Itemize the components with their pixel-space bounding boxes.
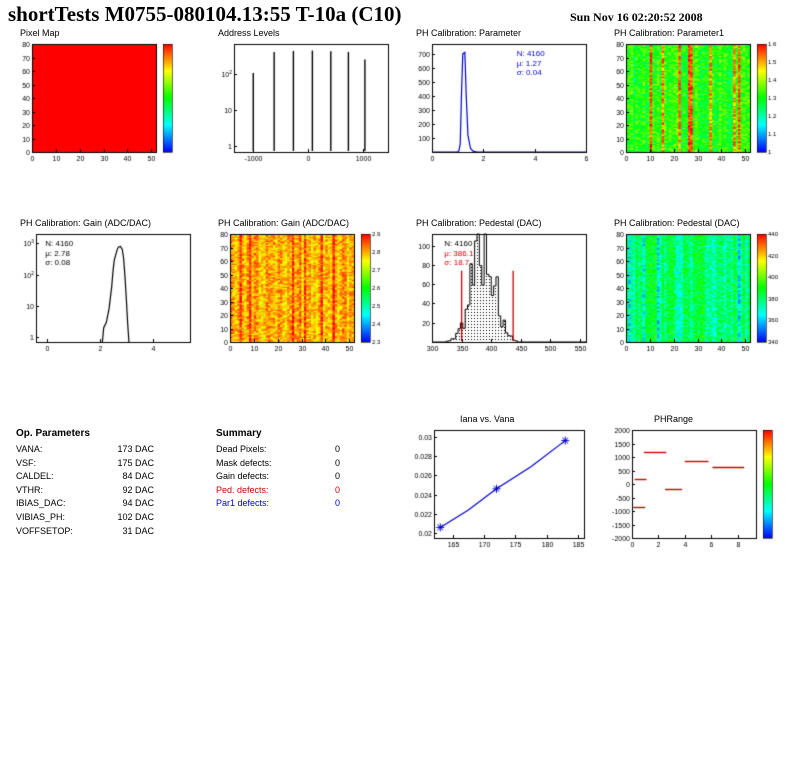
- ph-parameter-hist-chart: [404, 40, 596, 166]
- panel-ph-parameter: PH Calibration: Parameter: [404, 28, 596, 166]
- param-row: Mask defects: 0: [216, 457, 340, 468]
- param-row: Par1 defects: 0: [216, 498, 340, 509]
- panel-pedestal-hist: PH Calibration: Pedestal (DAC): [404, 218, 596, 356]
- pedestal-hist-chart: [404, 230, 596, 356]
- panel-phrange: PHRange: [602, 414, 794, 552]
- pixel-map-chart: [8, 40, 200, 166]
- op-parameters-block: Op. Parameters VANA: 173 DAC VSF: 175 DAC CA…: [16, 428, 154, 538]
- chart-title: Pixel Map: [20, 28, 60, 38]
- chart-title: PH Calibration: Parameter1: [614, 28, 725, 38]
- summary-block: Summary Dead Pixels: 0 Mask defects: 0 Gain …: [216, 428, 340, 511]
- chart-title: PH Calibration: Gain (ADC/DAC): [218, 218, 350, 228]
- param-row: VANA: 173 DAC: [16, 444, 154, 454]
- param-row: Dead Pixels: 0: [216, 444, 340, 454]
- panel-gain-hist: PH Calibration: Gain (ADC/DAC): [8, 218, 200, 356]
- summary-rows: Dead Pixels: 0 Mask defects: 0 Gain defects:…: [216, 443, 340, 511]
- chart-title: PHRange: [654, 414, 694, 424]
- timestamp: Sun Nov 16 02:20:52 2008: [570, 10, 703, 24]
- param-row: VTHR: 92 DAC: [16, 484, 154, 495]
- gain-hist-chart: [8, 230, 200, 356]
- param-row: Ped. defects: 0: [216, 484, 340, 495]
- param-row: VIBIAS_PH: 102 DAC: [16, 511, 154, 522]
- param-row: IBIAS_DAC: 94 DAC: [16, 498, 154, 509]
- panel-address-levels: Address Levels: [206, 28, 398, 166]
- panel-pixel-map: Pixel Map: [8, 28, 200, 166]
- pedestal-map-chart: [602, 230, 794, 356]
- panel-iana-vana: Iana vs. Vana: [404, 414, 596, 552]
- param-row: VSF: 175 DAC: [16, 457, 154, 468]
- param-row: VOFFSETOP: 31 DAC: [16, 525, 154, 536]
- gain-map-chart: [206, 230, 398, 356]
- chart-title: PH Calibration: Pedestal (DAC): [614, 218, 740, 228]
- panel-pedestal-map: PH Calibration: Pedestal (DAC): [602, 218, 794, 356]
- op-parameters-title: Op. Parameters: [16, 428, 90, 439]
- iana-vana-chart: [404, 426, 596, 552]
- chart-title: PH Calibration: Parameter: [416, 28, 522, 38]
- summary-title: Summary: [216, 428, 262, 439]
- address-levels-chart: [206, 40, 398, 166]
- chart-title: PH Calibration: Gain (ADC/DAC): [20, 218, 152, 228]
- chart-title: PH Calibration: Pedestal (DAC): [416, 218, 542, 228]
- page-title: shortTests M0755-080104.13:55 T-10a (C10…: [8, 2, 402, 26]
- chart-title: Iana vs. Vana: [460, 414, 515, 424]
- ph-parameter1-map-chart: [602, 40, 794, 166]
- panel-gain-map: PH Calibration: Gain (ADC/DAC): [206, 218, 398, 356]
- phrange-chart: [602, 426, 794, 552]
- param-row: CALDEL: 84 DAC: [16, 471, 154, 482]
- param-row: Gain defects: 0: [216, 471, 340, 482]
- chart-title: Address Levels: [218, 28, 280, 38]
- op-parameters-rows: VANA: 173 DAC VSF: 175 DAC CALDEL: 84 DAC VTHR…: [16, 443, 154, 538]
- panel-ph-parameter1-map: PH Calibration: Parameter1: [602, 28, 794, 166]
